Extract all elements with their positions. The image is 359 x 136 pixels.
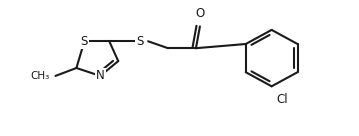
Text: O: O [195,7,205,21]
Text: CH₃: CH₃ [30,71,50,81]
Text: Cl: Cl [277,93,288,106]
Text: S: S [136,35,144,48]
Text: N: N [96,69,105,82]
Text: S: S [81,35,88,48]
